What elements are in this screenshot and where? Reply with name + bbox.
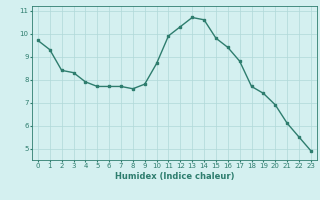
X-axis label: Humidex (Indice chaleur): Humidex (Indice chaleur)	[115, 172, 234, 181]
